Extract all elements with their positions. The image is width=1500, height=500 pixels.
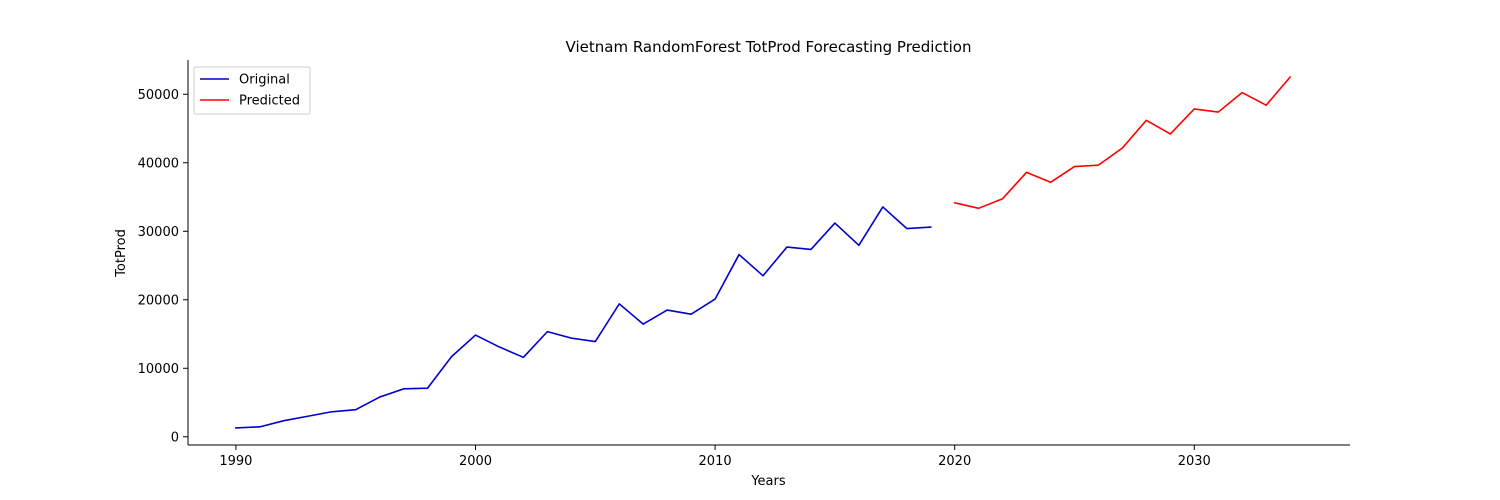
x-tick-label: 2030 bbox=[1178, 454, 1211, 469]
y-tick-label: 0 bbox=[171, 430, 179, 445]
series-line-original bbox=[235, 206, 932, 429]
y-tick-label: 30000 bbox=[138, 225, 179, 240]
x-tick-label: 2020 bbox=[938, 454, 971, 469]
y-tick-label: 50000 bbox=[138, 88, 179, 103]
x-tick-label: 2000 bbox=[459, 454, 492, 469]
chart-title: Vietnam RandomForest TotProd Forecasting… bbox=[566, 38, 972, 56]
x-axis: 1990 2000 2010 2020 2030 bbox=[188, 444, 1350, 469]
x-axis-label: Years bbox=[750, 474, 786, 489]
legend-label-original: Original bbox=[239, 73, 290, 88]
y-axis: 0 10000 20000 30000 40000 50000 bbox=[138, 60, 189, 445]
y-tick-label: 20000 bbox=[138, 293, 179, 308]
x-tick-label: 2010 bbox=[699, 454, 732, 469]
plot-area bbox=[235, 76, 1292, 429]
legend-label-predicted: Predicted bbox=[239, 94, 300, 109]
y-tick-label: 40000 bbox=[138, 156, 179, 171]
legend: Original Predicted bbox=[193, 66, 311, 115]
y-axis-label: TotProd bbox=[114, 229, 129, 278]
x-tick-label: 1990 bbox=[219, 454, 252, 469]
y-tick-label: 10000 bbox=[138, 362, 179, 377]
series-line-predicted bbox=[953, 76, 1292, 210]
